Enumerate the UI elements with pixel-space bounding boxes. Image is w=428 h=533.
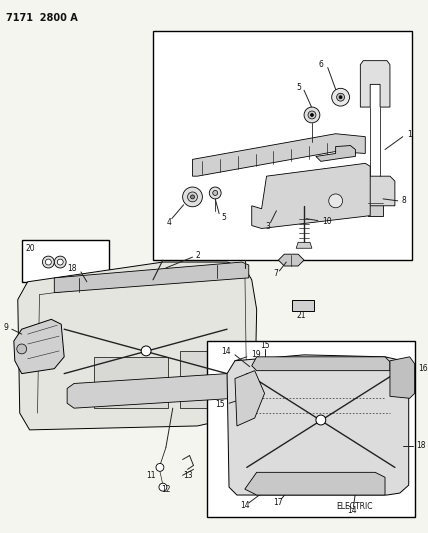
- Bar: [94, 357, 168, 408]
- Circle shape: [304, 107, 320, 123]
- Text: 19: 19: [251, 350, 260, 359]
- Circle shape: [54, 256, 66, 268]
- Circle shape: [183, 187, 202, 207]
- Polygon shape: [67, 374, 235, 408]
- Circle shape: [57, 259, 63, 265]
- Text: 5: 5: [221, 213, 226, 222]
- Polygon shape: [316, 146, 355, 161]
- Circle shape: [308, 111, 316, 119]
- Polygon shape: [245, 472, 385, 495]
- Text: 7171  2800 A: 7171 2800 A: [6, 13, 77, 23]
- Polygon shape: [54, 262, 249, 293]
- Text: 14: 14: [348, 506, 357, 515]
- Circle shape: [329, 194, 342, 208]
- Polygon shape: [252, 357, 390, 370]
- Circle shape: [187, 192, 197, 202]
- Text: 13: 13: [183, 471, 192, 480]
- Bar: [153, 31, 412, 260]
- Polygon shape: [296, 243, 312, 248]
- Circle shape: [159, 483, 167, 491]
- Polygon shape: [360, 61, 390, 107]
- Text: 17: 17: [273, 498, 283, 507]
- Circle shape: [17, 344, 27, 354]
- Polygon shape: [278, 254, 304, 266]
- Text: 7: 7: [273, 269, 278, 278]
- Bar: [292, 300, 314, 311]
- Circle shape: [213, 190, 218, 196]
- Circle shape: [156, 464, 164, 471]
- Bar: [368, 191, 383, 216]
- Text: 18: 18: [68, 264, 77, 273]
- Text: 16: 16: [419, 364, 428, 373]
- Text: 6: 6: [319, 60, 324, 69]
- Polygon shape: [193, 134, 365, 176]
- Text: 10: 10: [322, 217, 331, 226]
- Text: 2: 2: [196, 251, 200, 260]
- Text: 14: 14: [221, 348, 231, 357]
- Text: 11: 11: [146, 471, 156, 480]
- Polygon shape: [227, 355, 409, 495]
- Text: 12: 12: [161, 484, 171, 494]
- Text: 15: 15: [215, 400, 225, 409]
- Text: 8: 8: [402, 196, 407, 205]
- Text: 4: 4: [166, 218, 171, 227]
- Circle shape: [332, 88, 350, 106]
- Text: 21: 21: [296, 311, 306, 320]
- Circle shape: [337, 93, 345, 101]
- Text: 18: 18: [416, 441, 426, 450]
- Polygon shape: [252, 163, 370, 229]
- Polygon shape: [351, 176, 395, 206]
- Text: 3: 3: [265, 222, 270, 231]
- Circle shape: [316, 415, 326, 425]
- Bar: [180, 351, 227, 408]
- Polygon shape: [390, 357, 415, 398]
- Text: 14: 14: [240, 502, 250, 511]
- Circle shape: [45, 259, 51, 265]
- Text: 1: 1: [407, 130, 411, 139]
- Bar: [22, 240, 109, 282]
- Bar: [207, 341, 415, 517]
- Circle shape: [141, 346, 151, 356]
- Text: 15: 15: [260, 342, 269, 351]
- Polygon shape: [14, 319, 64, 374]
- Text: 5: 5: [296, 83, 301, 92]
- Bar: [276, 205, 292, 216]
- Circle shape: [310, 114, 313, 116]
- Circle shape: [209, 187, 221, 199]
- Text: 20: 20: [26, 244, 35, 253]
- Circle shape: [339, 96, 342, 99]
- Circle shape: [190, 195, 194, 199]
- Polygon shape: [235, 370, 265, 426]
- Polygon shape: [18, 262, 257, 430]
- Text: ELECTRIC: ELECTRIC: [337, 503, 373, 511]
- Text: 9: 9: [3, 322, 8, 332]
- Circle shape: [42, 256, 54, 268]
